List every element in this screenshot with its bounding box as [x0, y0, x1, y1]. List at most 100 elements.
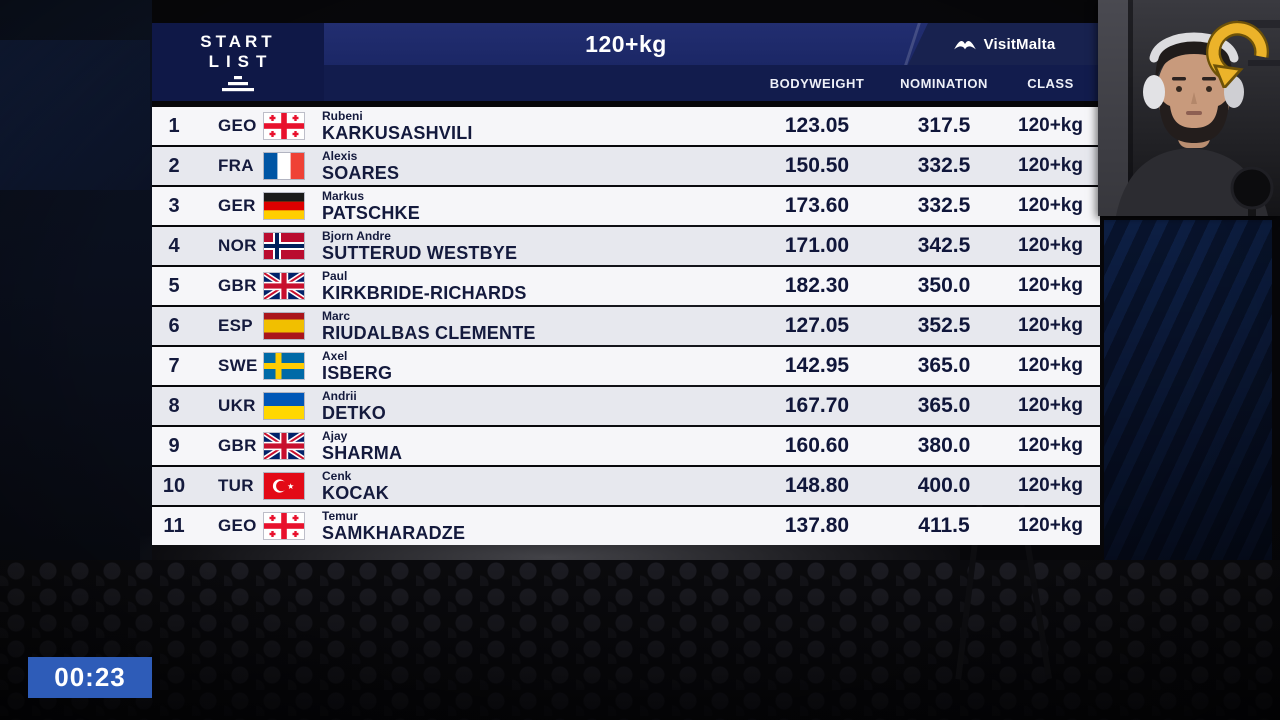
flag-cell: [254, 353, 306, 379]
flag-cell: [254, 513, 306, 539]
table-row: 6 ESP Marc RIUDALBAS CLEMENTE 127.05 352…: [152, 307, 1100, 345]
nomination-value: 400.0: [917, 474, 971, 497]
rank: 5: [168, 274, 180, 297]
table-row: 10 TUR Cenk KOCAK 148.80 400.0 120+kg: [152, 467, 1100, 505]
table-row: 8 UKR Andrii DETKO 167.70 365.0 120+kg: [152, 387, 1100, 425]
athlete-name: Axel ISBERG: [306, 350, 747, 382]
athlete-first-name: Temur: [322, 509, 358, 523]
column-bodyweight: BODYWEIGHT: [769, 75, 865, 91]
nomination-value: 365.0: [917, 354, 971, 377]
athlete-name: Markus PATSCHKE: [306, 190, 747, 222]
flag-cell: [254, 153, 306, 179]
rank: 8: [168, 394, 180, 417]
start-list-word1: START: [200, 32, 276, 52]
flag-geo-icon: [264, 113, 304, 139]
class-value: 120+kg: [1018, 275, 1083, 296]
rank: 11: [163, 514, 185, 537]
bodyweight-value: 173.60: [784, 194, 850, 217]
athlete-name: Bjorn Andre SUTTERUD WESTBYE: [306, 230, 747, 262]
column-nomination: NOMINATION: [900, 75, 988, 91]
country-code: FRA: [218, 156, 254, 175]
table-row: 3 GER Markus PATSCHKE 173.60 332.5 120+k…: [152, 187, 1100, 225]
athlete-last-name: SHARMA: [322, 443, 403, 463]
class-value: 120+kg: [1018, 195, 1083, 216]
table-row: 7 SWE Axel ISBERG 142.95 365.0 120+kg: [152, 347, 1100, 385]
start-list-logo: START LIST: [152, 23, 324, 101]
athlete-last-name: SOARES: [322, 163, 400, 183]
athlete-last-name: KIRKBRIDE-RICHARDS: [322, 283, 527, 303]
athlete-last-name: SAMKHARADZE: [322, 523, 466, 543]
flag-gbr-icon: [264, 273, 304, 299]
flag-cell: [254, 393, 306, 419]
bodyweight-value: 150.50: [784, 154, 850, 177]
athlete-first-name: Alexis: [322, 149, 358, 163]
bodyweight-value: 160.60: [784, 434, 850, 457]
athlete-first-name: Rubeni: [322, 109, 363, 123]
nomination-value: 317.5: [917, 114, 971, 137]
athlete-last-name: RIUDALBAS CLEMENTE: [322, 323, 536, 343]
start-list-triangle-icon: [222, 75, 254, 91]
class-value: 120+kg: [1018, 355, 1083, 376]
column-class: CLASS: [1027, 75, 1074, 91]
athlete-first-name: Marc: [322, 309, 351, 323]
athlete-last-name: SUTTERUD WESTBYE: [322, 243, 518, 263]
table-row: 2 FRA Alexis SOARES 150.50 332.5 120+kg: [152, 147, 1100, 185]
country-code: GBR: [218, 436, 257, 455]
class-value: 120+kg: [1018, 235, 1083, 256]
athlete-name: Ajay SHARMA: [306, 430, 747, 462]
sponsor-name: VisitMalta: [984, 36, 1056, 53]
table-row: 5 GBR Paul KIRKBRIDE-RICHARDS 182.30 350…: [152, 267, 1100, 305]
table-row: 4 NOR Bjorn Andre SUTTERUD WESTBYE 171.0…: [152, 227, 1100, 265]
athlete-name: Rubeni KARKUSASHVILI: [306, 110, 747, 142]
athlete-name: Marc RIUDALBAS CLEMENTE: [306, 310, 747, 342]
start-list-rows: 1 GEO Rubeni KARKUSASHVILI 123.05 317.5 …: [152, 107, 1100, 545]
visitmalta-bird-icon: [953, 40, 976, 50]
nomination-value: 352.5: [917, 314, 971, 337]
class-value: 120+kg: [1018, 515, 1083, 536]
athlete-first-name: Cenk: [322, 469, 352, 483]
nomination-value: 411.5: [918, 514, 970, 537]
nomination-value: 350.0: [917, 274, 971, 297]
nomination-value: 342.5: [917, 234, 971, 257]
webcam-overlay: [1098, 0, 1280, 216]
rank: 4: [168, 234, 180, 257]
nomination-value: 380.0: [917, 434, 971, 457]
country-code: NOR: [218, 236, 257, 255]
sponsor-malta: Malta: [1016, 35, 1056, 53]
flag-cell: [254, 473, 306, 499]
class-value: 120+kg: [1018, 475, 1083, 496]
nomination-value: 332.5: [917, 194, 971, 217]
flag-cell: [254, 313, 306, 339]
country-code: UKR: [218, 396, 256, 415]
bodyweight-value: 127.05: [784, 314, 850, 337]
country-code: ESP: [218, 316, 253, 335]
rank: 2: [168, 154, 180, 177]
rank: 9: [168, 434, 180, 457]
class-value: 120+kg: [1018, 315, 1083, 336]
start-list-word2: LIST: [208, 52, 274, 71]
flag-cell: [254, 273, 306, 299]
athlete-first-name: Paul: [322, 269, 348, 283]
athlete-first-name: Andrii: [322, 389, 357, 403]
bodyweight-value: 171.00: [784, 234, 850, 257]
panel-header: 120+kg VisitMalta BODYWEIGHT NOMINATION …: [152, 23, 1100, 101]
class-value: 120+kg: [1018, 155, 1083, 176]
nomination-value: 332.5: [917, 154, 971, 177]
venue-banner: [1104, 220, 1272, 565]
bodyweight-value: 182.30: [784, 274, 850, 297]
athlete-name: Cenk KOCAK: [306, 470, 747, 502]
athlete-name: Andrii DETKO: [306, 390, 747, 422]
bodyweight-value: 123.05: [784, 114, 850, 137]
table-row: 9 GBR Ajay SHARMA 160.60 380.0 120+kg: [152, 427, 1100, 465]
athlete-last-name: KARKUSASHVILI: [322, 123, 473, 143]
flag-gbr-icon: [264, 433, 304, 459]
class-value: 120+kg: [1018, 115, 1083, 136]
nomination-value: 365.0: [917, 394, 971, 417]
venue-drape: [0, 40, 150, 190]
flag-esp-icon: [264, 313, 304, 339]
country-code: GEO: [218, 116, 257, 135]
class-value: 120+kg: [1018, 435, 1083, 456]
athlete-last-name: PATSCHKE: [322, 203, 420, 223]
flag-nor-icon: [264, 233, 304, 259]
